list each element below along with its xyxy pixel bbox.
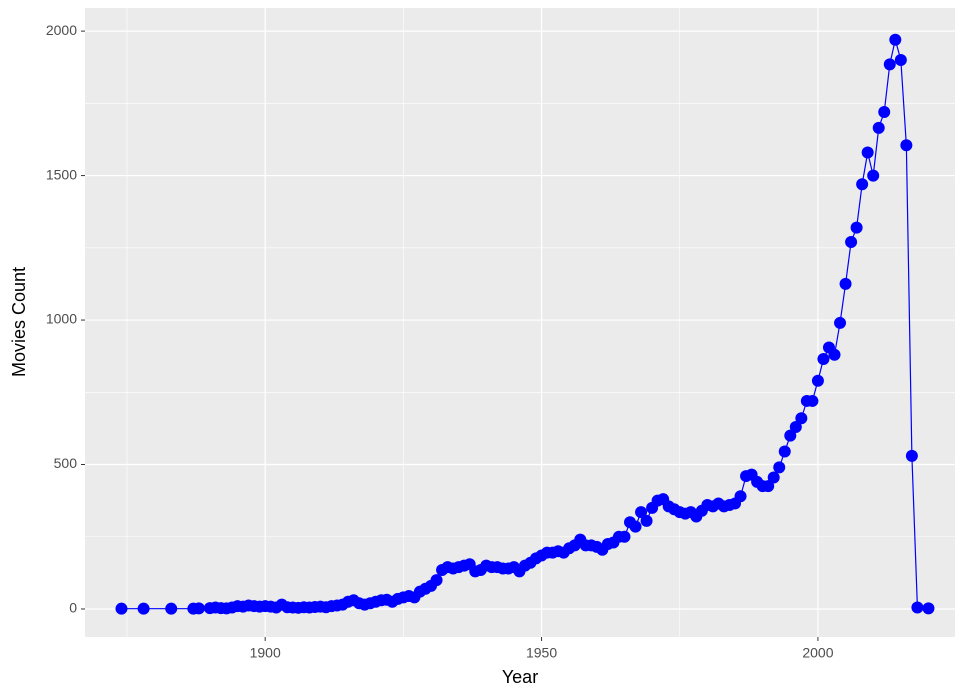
y-tick-label: 1000 [46, 311, 77, 327]
point [911, 601, 924, 614]
point [618, 530, 631, 543]
point [845, 236, 858, 249]
point [889, 33, 902, 46]
point [789, 420, 802, 433]
point [795, 412, 808, 425]
point [867, 169, 880, 182]
point [778, 445, 791, 458]
x-axis-title: Year [502, 667, 538, 687]
point [773, 461, 786, 474]
point [629, 520, 642, 533]
y-tick-label: 500 [54, 455, 78, 471]
point [872, 121, 885, 134]
point [430, 574, 443, 587]
y-tick-label: 2000 [46, 22, 77, 38]
x-tick-label: 1950 [526, 645, 557, 661]
point [850, 221, 863, 234]
point [922, 602, 935, 615]
point [905, 449, 918, 462]
point [635, 506, 648, 519]
point [762, 480, 775, 493]
point [640, 514, 653, 527]
y-tick-label: 1500 [46, 166, 77, 182]
point [767, 471, 780, 484]
point [856, 178, 869, 191]
point [894, 54, 907, 67]
point [878, 106, 891, 119]
y-axis-title: Movies Count [9, 267, 29, 377]
point [784, 429, 797, 442]
point [806, 394, 819, 407]
point [883, 58, 896, 71]
point [165, 602, 178, 615]
y-tick-label: 0 [69, 600, 77, 616]
point [817, 353, 830, 366]
point [192, 602, 205, 615]
point [115, 602, 128, 615]
x-tick-label: 2000 [802, 645, 833, 661]
point [839, 277, 852, 290]
point [734, 490, 747, 503]
point [900, 139, 913, 152]
point [861, 146, 874, 159]
point [828, 348, 841, 361]
panel [85, 8, 955, 637]
x-tick-label: 1900 [250, 645, 281, 661]
point [834, 316, 847, 329]
point [811, 374, 824, 387]
point [137, 602, 150, 615]
